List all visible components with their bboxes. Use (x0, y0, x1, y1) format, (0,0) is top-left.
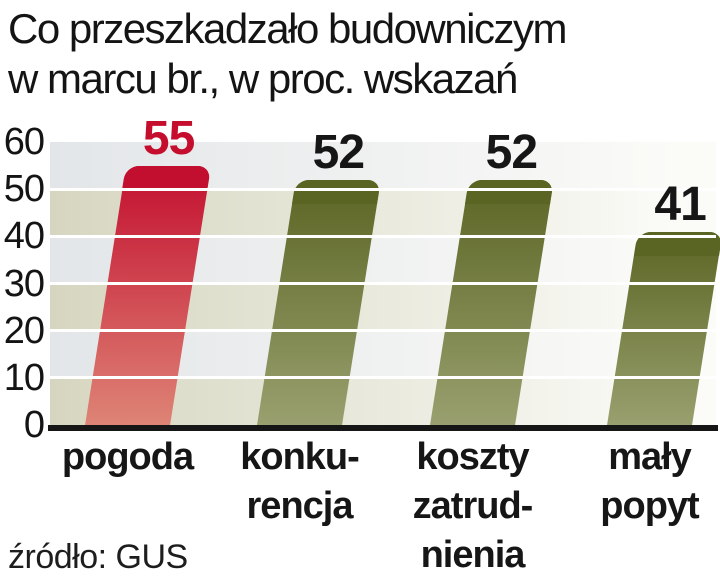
y-tick-label-30: 30 (3, 262, 45, 305)
y-tick-label-60: 60 (3, 121, 45, 163)
value-label-koszty-zatrudnienia: 52 (485, 125, 538, 179)
x-axis-label-line: nienia (420, 534, 526, 576)
x-axis-label-line: rencja (246, 485, 354, 527)
x-axis-label-konkurencja: konku-rencja (240, 433, 360, 531)
gridline-30 (50, 282, 716, 285)
value-label-mały-popyt: 41 (654, 177, 706, 231)
y-tick-label-0: 0 (23, 404, 45, 446)
gridline-40 (50, 234, 716, 238)
title-line-2: w marcu br., w proc. wskazań (8, 55, 518, 102)
y-tick-label-20: 20 (3, 309, 45, 352)
gridline-20 (50, 329, 716, 333)
x-axis-label-line: zatrud- (412, 485, 534, 527)
x-axis-label-koszty-zatrudnienia: koszty zatrud-nienia (412, 433, 534, 580)
gridline-10 (50, 376, 716, 380)
y-axis: 60 50 40 30 20 10 0 (0, 0, 46, 580)
y-tick-label-10: 10 (3, 356, 45, 399)
title-line-1: Co przeszkadzało budowniczym (8, 5, 567, 52)
x-axis-label-line: konku- (240, 436, 360, 478)
source-note: źródło: GUS (8, 538, 188, 576)
value-label-pogoda: 55 (142, 111, 195, 165)
x-axis-label-mały-popyt: mały popyt (600, 433, 699, 531)
gridlines (50, 142, 716, 425)
x-axis-label-line: pogoda (61, 436, 194, 478)
x-axis-label-pogoda: pogoda (61, 433, 194, 482)
value-label-konkurencja: 52 (312, 125, 365, 179)
gridline-50 (50, 187, 716, 191)
x-axis-baseline (48, 425, 718, 431)
x-axis-label-line: koszty (416, 436, 529, 478)
bar-chart-plot-area (50, 142, 720, 426)
y-tick-label-40: 40 (3, 215, 45, 258)
x-axis-label-line: popyt (600, 485, 699, 527)
page-title: Co przeszkadzało budowniczym w marcu br.… (8, 4, 567, 104)
y-tick-label-50: 50 (3, 168, 45, 211)
x-axis-label-line: mały (608, 436, 692, 478)
